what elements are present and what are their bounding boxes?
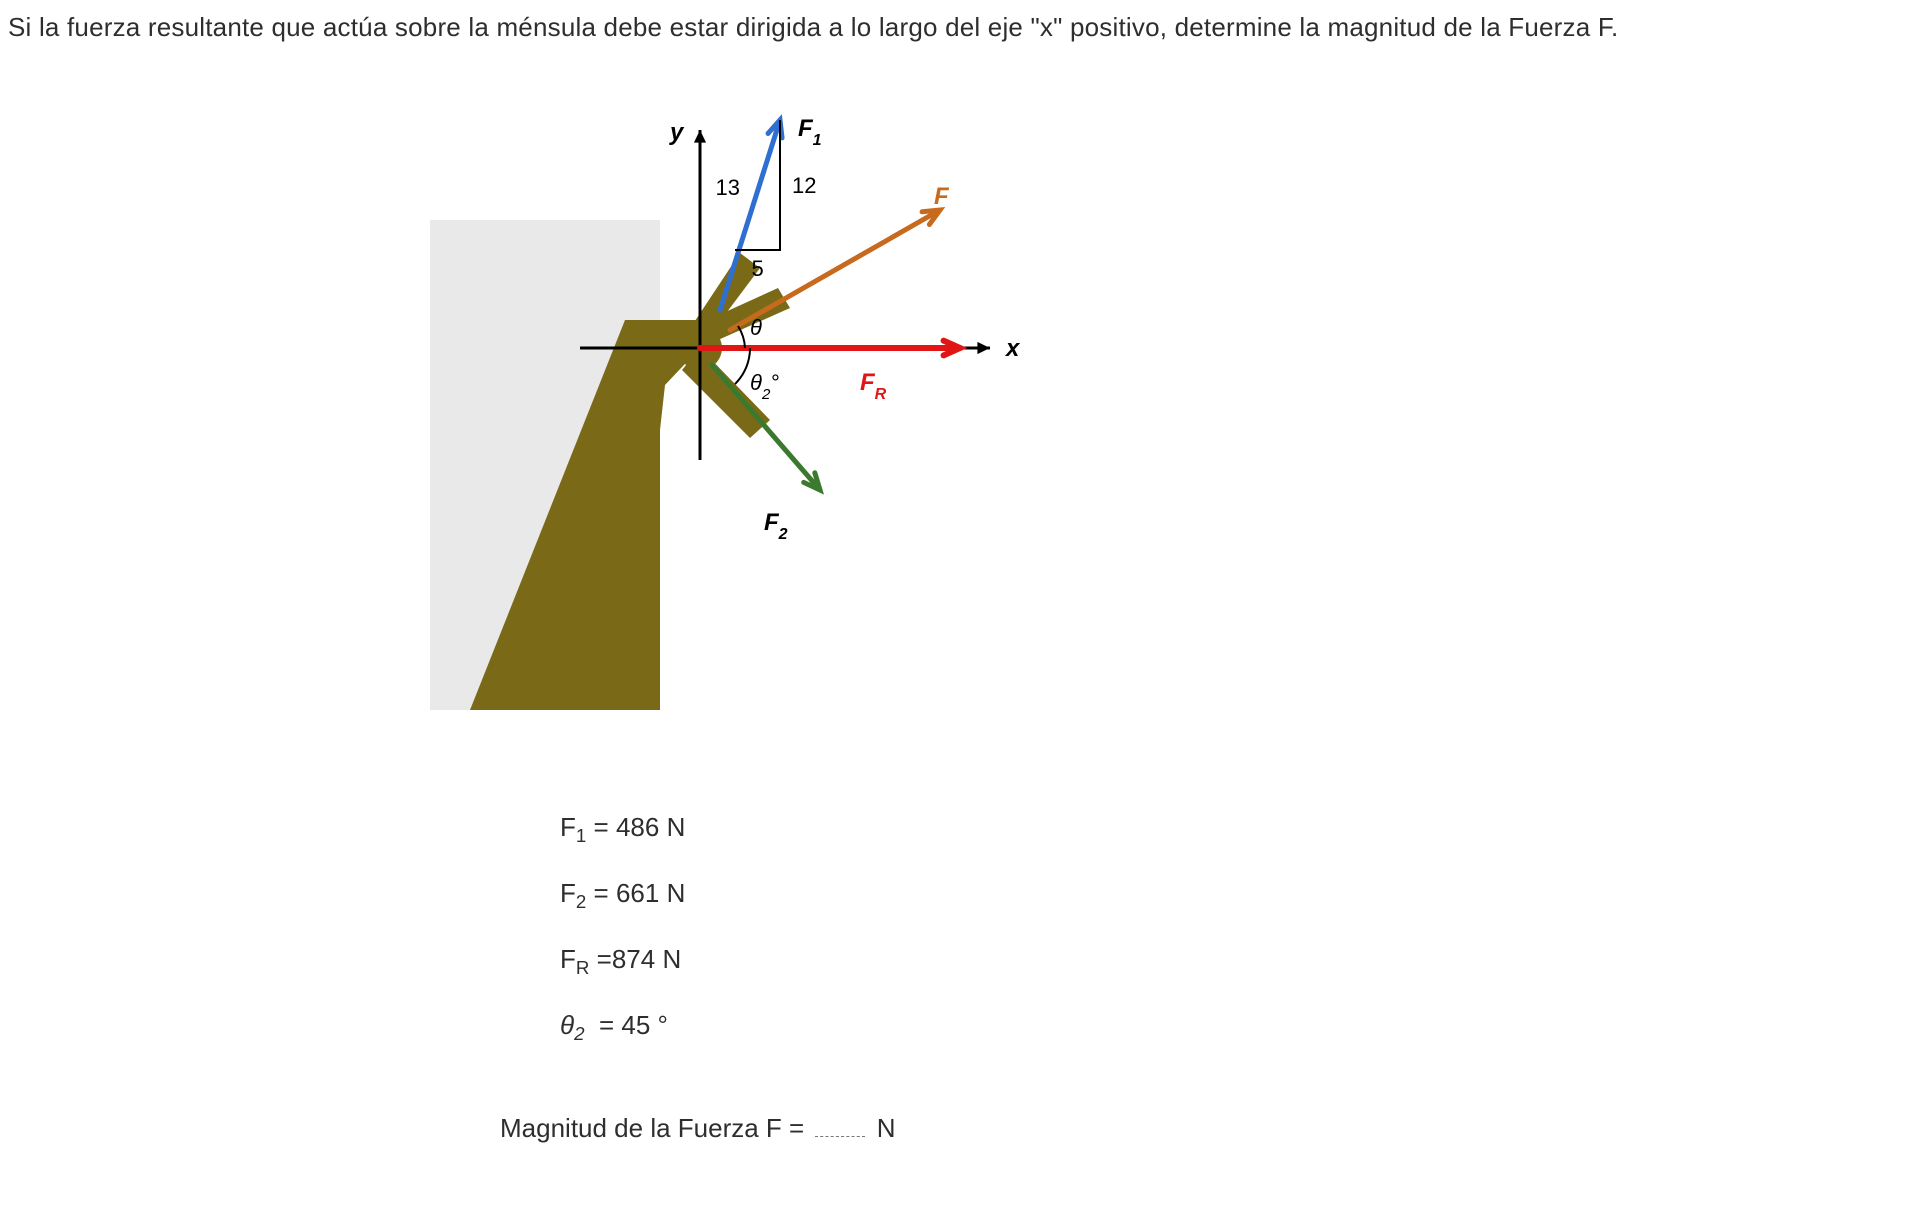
value-theta2-number: 45 [621, 1010, 650, 1040]
svg-text:θ: θ [750, 315, 762, 340]
svg-text:F: F [934, 183, 950, 210]
value-fr: FR =874 N [560, 946, 685, 978]
answer-blank[interactable] [815, 1110, 865, 1137]
svg-text:θ2°: θ2° [750, 370, 779, 403]
value-theta2: θ2 = 45 ° [560, 1012, 685, 1044]
value-theta2-symbol: θ [560, 1010, 574, 1040]
value-f2: F2 = 661 N [560, 880, 685, 912]
answer-prompt: Magnitud de la Fuerza F = N [500, 1110, 895, 1144]
answer-unit: N [877, 1113, 896, 1143]
value-f1-unit: N [667, 812, 686, 842]
value-f2-label: F2 [560, 878, 594, 908]
svg-text:y: y [669, 119, 685, 146]
value-f1-symbol: F [560, 812, 576, 842]
value-f1: F1 = 486 N [560, 814, 685, 846]
svg-text:5: 5 [752, 256, 764, 281]
value-f1-label: F1 [560, 812, 594, 842]
value-f1-sub: 1 [576, 825, 586, 846]
value-fr-sub: R [576, 957, 590, 978]
svg-text:13: 13 [716, 175, 740, 200]
value-fr-label: FR [560, 944, 597, 974]
answer-prefix: Magnitud de la Fuerza F = [500, 1113, 811, 1143]
svg-text:F2: F2 [764, 509, 788, 543]
value-f2-sub: 2 [576, 891, 586, 912]
svg-text:FR: FR [860, 369, 887, 403]
given-values: F1 = 486 N F2 = 661 N FR =874 N θ2 = 45 … [560, 780, 685, 1078]
svg-text:x: x [1004, 335, 1020, 362]
value-fr-unit: N [662, 944, 681, 974]
value-theta2-label: θ2 [560, 1010, 592, 1040]
value-f2-unit: N [667, 878, 686, 908]
svg-text:F1: F1 [798, 115, 822, 149]
value-fr-number: 874 [612, 944, 655, 974]
question-text: Si la fuerza resultante que actúa sobre … [8, 12, 1618, 43]
value-fr-symbol: F [560, 944, 576, 974]
value-theta2-sub: 2 [574, 1023, 584, 1044]
value-f1-number: 486 [616, 812, 659, 842]
value-f2-symbol: F [560, 878, 576, 908]
value-f2-number: 661 [616, 878, 659, 908]
force-diagram: x y 13 12 5 θ θ2° F1 F FR F2 [400, 90, 1020, 710]
svg-text:12: 12 [792, 173, 816, 198]
value-theta2-unit: ° [658, 1010, 668, 1040]
